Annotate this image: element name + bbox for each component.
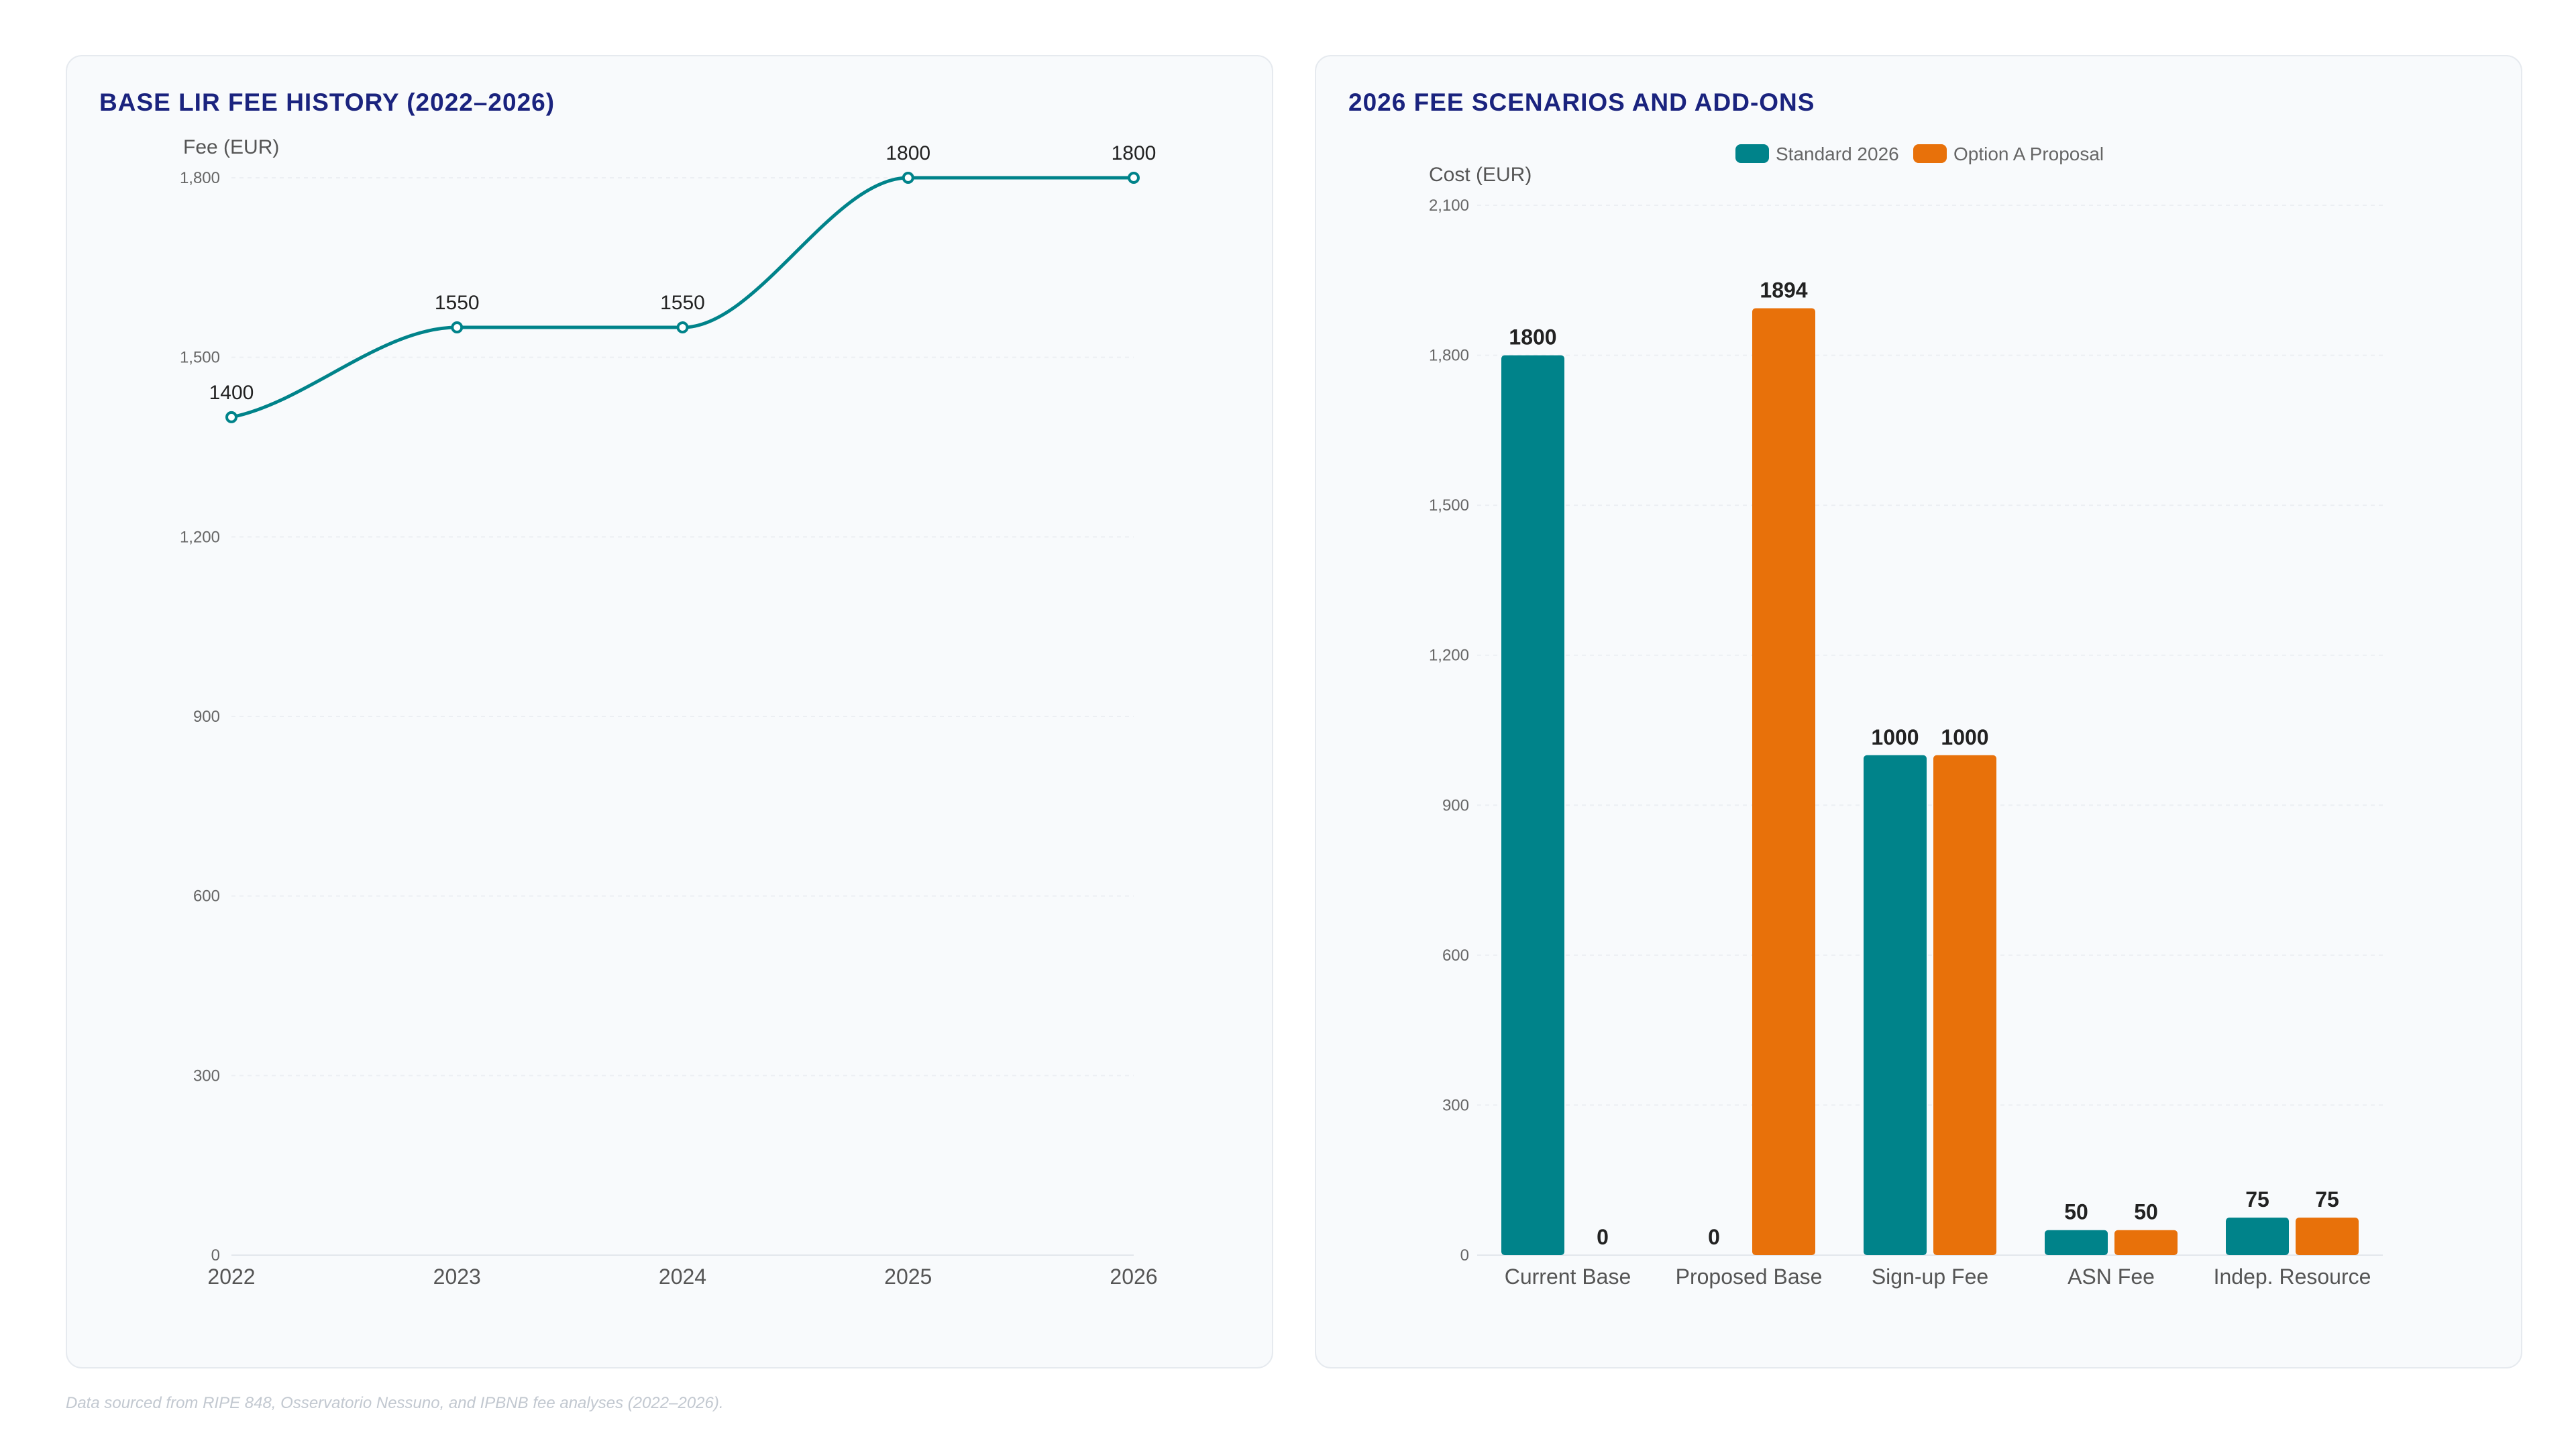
y-tick-label: 0 bbox=[211, 1246, 220, 1265]
bar bbox=[1864, 755, 1927, 1255]
y-tick-label: 0 bbox=[1460, 1246, 1469, 1265]
data-point bbox=[451, 321, 464, 334]
fee-history-title: BASE LIR FEE HISTORY (2022–2026) bbox=[99, 89, 555, 116]
fee-scenarios-card: 2026 FEE SCENARIOS AND ADD-ONS Cost (EUR… bbox=[1315, 55, 2522, 1368]
legend-label: Standard 2026 bbox=[1776, 144, 1899, 164]
data-label: 1800 bbox=[885, 142, 930, 164]
data-label: 1800 bbox=[1112, 142, 1157, 164]
bar bbox=[1501, 355, 1564, 1255]
fee-scenarios-title: 2026 FEE SCENARIOS AND ADD-ONS bbox=[1348, 89, 1815, 116]
data-label: 1550 bbox=[660, 292, 705, 314]
x-tick-label: 2026 bbox=[1110, 1265, 1157, 1289]
y-tick-label: 600 bbox=[193, 888, 220, 906]
bar-value-label: 1000 bbox=[1941, 725, 1988, 749]
bar-value-label: 1894 bbox=[1760, 278, 1807, 303]
bar bbox=[1933, 755, 1996, 1255]
x-tick-label: 2024 bbox=[659, 1265, 706, 1289]
bar-value-label: 75 bbox=[2315, 1187, 2339, 1212]
x-tick-label: 2023 bbox=[433, 1265, 481, 1289]
y-tick-label: 1,500 bbox=[180, 349, 220, 367]
bar-value-label: 75 bbox=[2245, 1187, 2269, 1212]
y-axis-title: Fee (EUR) bbox=[183, 136, 279, 158]
x-tick-label: Current Base bbox=[1505, 1265, 1631, 1289]
y-tick-label: 600 bbox=[1442, 947, 1469, 965]
x-tick-label: 2025 bbox=[884, 1265, 932, 1289]
bar-value-label: 0 bbox=[1708, 1225, 1720, 1249]
y-tick-label: 1,800 bbox=[1429, 347, 1469, 365]
legend-swatch bbox=[1735, 144, 1769, 163]
x-tick-label: 2022 bbox=[207, 1265, 255, 1289]
y-tick-label: 2,100 bbox=[1429, 197, 1469, 215]
x-tick-label: Proposed Base bbox=[1676, 1265, 1823, 1289]
bar-value-label: 50 bbox=[2134, 1200, 2158, 1224]
legend-swatch bbox=[1913, 144, 1947, 163]
data-point bbox=[225, 411, 237, 423]
y-tick-label: 300 bbox=[1442, 1096, 1469, 1114]
y-tick-label: 1,800 bbox=[180, 169, 220, 187]
bar bbox=[1752, 308, 1815, 1255]
y-tick-label: 900 bbox=[193, 708, 220, 726]
bar-value-label: 50 bbox=[2064, 1200, 2088, 1224]
bar bbox=[2226, 1218, 2289, 1255]
y-tick-label: 1,500 bbox=[1429, 496, 1469, 515]
x-tick-label: ASN Fee bbox=[2068, 1265, 2155, 1289]
data-point bbox=[902, 172, 914, 184]
y-tick-label: 900 bbox=[1442, 796, 1469, 814]
bar bbox=[2045, 1230, 2108, 1255]
bar-value-label: 1800 bbox=[1509, 325, 1556, 350]
y-tick-label: 1,200 bbox=[180, 528, 220, 546]
bar-value-label: 0 bbox=[1597, 1225, 1609, 1249]
x-tick-label: Indep. Resource bbox=[2214, 1265, 2371, 1289]
x-tick-label: Sign-up Fee bbox=[1872, 1265, 1988, 1289]
fee-history-chart: Fee (EUR) 0 300 600 900 1,200 1,500 1,800 2022 20… bbox=[180, 136, 1158, 1289]
footnote: Data sourced from RIPE 848, Osservatorio… bbox=[66, 1394, 724, 1412]
bar-value-label: 1000 bbox=[1871, 725, 1919, 749]
y-tick-label: 1,200 bbox=[1429, 647, 1469, 665]
fee-scenarios-chart: Cost (EUR) Standard 2026 Option A Proposal… bbox=[1429, 144, 2383, 1289]
y-tick-label: 300 bbox=[193, 1067, 220, 1085]
data-label: 1400 bbox=[209, 382, 254, 404]
y-axis-title: Cost (EUR) bbox=[1429, 164, 1532, 186]
fee-history-card: BASE LIR FEE HISTORY (2022–2026) Fee (EU… bbox=[66, 55, 1273, 1368]
bar bbox=[2296, 1218, 2359, 1255]
bar bbox=[2114, 1230, 2178, 1255]
legend-label: Option A Proposal bbox=[1953, 144, 2104, 164]
data-point bbox=[1128, 172, 1140, 184]
data-label: 1550 bbox=[435, 292, 480, 314]
data-point bbox=[676, 321, 689, 334]
